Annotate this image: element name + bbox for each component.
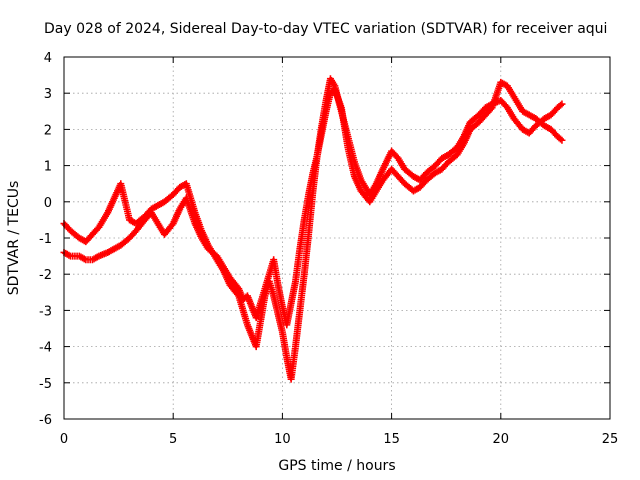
y-tick-label: -5 [39,377,52,392]
x-tick-label: 25 [602,432,619,447]
x-tick-label: 0 [60,432,68,447]
y-tick-label: 1 [44,160,52,175]
y-axis-label: SDTVAR / TECUs [6,181,22,296]
y-tick-label: 2 [44,123,52,138]
data-point [556,135,564,143]
y-tick-label: 4 [44,51,52,66]
y-tick-label: -2 [39,268,52,283]
data-series [60,75,566,383]
data-point [556,101,564,109]
data-point [558,100,566,108]
y-tick-label: -4 [39,341,52,356]
chart-title: Day 028 of 2024, Sidereal Day-to-day VTE… [44,21,607,37]
y-tick-label: -1 [39,232,52,247]
x-tick-label: 15 [383,432,400,447]
x-tick-label: 5 [169,432,177,447]
x-axis-label: GPS time / hours [278,458,395,474]
y-tick-label: -6 [39,413,52,428]
y-tick-label: -3 [39,304,52,319]
grid [64,57,610,419]
x-tick-label: 20 [493,432,510,447]
y-tick-label: 0 [44,196,52,211]
y-tick-label: 3 [44,87,52,102]
series-2 [60,78,566,329]
data-point [558,136,566,144]
x-tick-label: 10 [274,432,291,447]
